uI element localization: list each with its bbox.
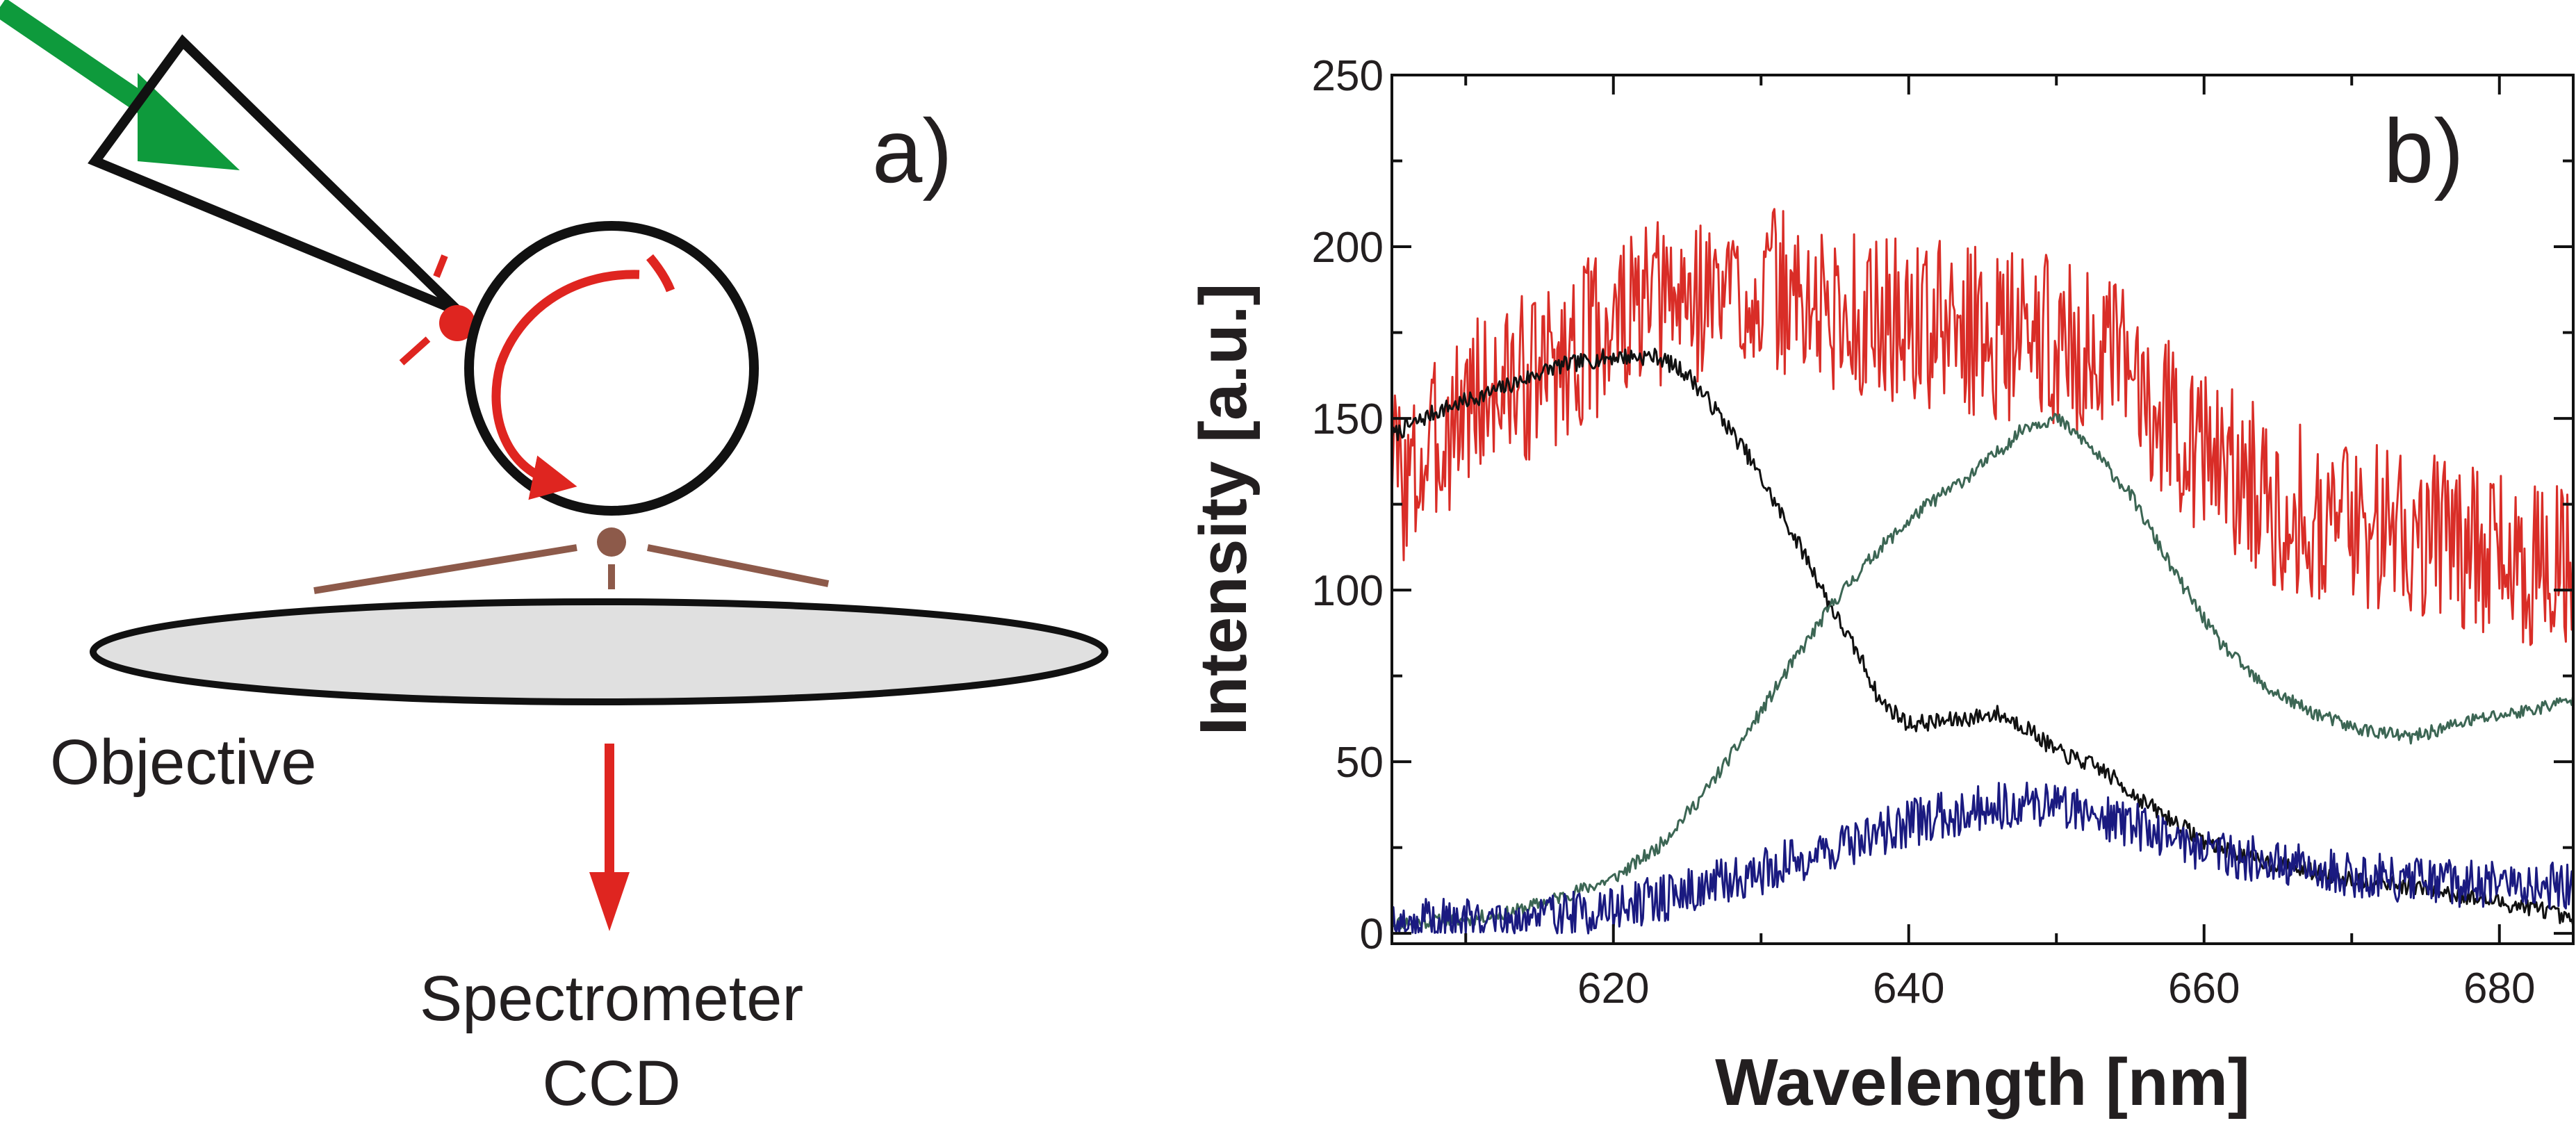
ticks-layer: 0 50 100 150 200 250 620 640 660 680 xyxy=(1312,52,2573,1013)
y-tick-label: 0 xyxy=(1360,910,1384,958)
panel-b-chart: 0 50 100 150 200 250 620 640 660 680 b) Wavelengt… xyxy=(1186,52,2575,1120)
y-tick-label: 100 xyxy=(1312,567,1384,615)
y-axis-title: Intensity [a.u.] xyxy=(1186,284,1261,736)
scattered-emission-icon xyxy=(313,544,829,594)
detector-label-line1: Spectrometer xyxy=(420,963,803,1034)
x-tick-label: 680 xyxy=(2463,965,2535,1013)
panel-a-label: a) xyxy=(872,100,953,202)
y-tick-label: 200 xyxy=(1312,224,1384,272)
panel-b-label: b) xyxy=(2384,100,2464,202)
plot-frame xyxy=(1390,74,2575,945)
x-axis-title: Wavelength [nm] xyxy=(1715,1045,2250,1120)
y-tick-label: 250 xyxy=(1312,52,1384,100)
objective-lens-icon xyxy=(90,598,1108,705)
x-tick-label: 660 xyxy=(2168,965,2240,1013)
series-layer xyxy=(1392,208,2573,935)
y-tick-label: 50 xyxy=(1336,739,1384,787)
scatterer-dot-icon xyxy=(597,527,626,557)
spectrum-series-line xyxy=(1392,208,2573,646)
scattering-point-icon xyxy=(439,305,475,341)
spectrum-series-line xyxy=(1392,347,2573,927)
scatter-spark-icon xyxy=(399,254,448,366)
detector-label-line2: CCD xyxy=(542,1048,680,1119)
output-arrow-icon xyxy=(589,744,630,931)
circulating-light-arrow-icon xyxy=(646,254,675,293)
x-tick-label: 620 xyxy=(1577,965,1649,1013)
spectrum-series-line xyxy=(1392,781,2573,935)
microsphere-icon xyxy=(464,221,759,516)
panel-a-schematic: a) Objective Spectrometer CCD xyxy=(0,0,1108,1119)
pump-arrow-icon xyxy=(0,0,240,170)
y-tick-label: 150 xyxy=(1312,395,1384,443)
spectrum-series-line xyxy=(1392,413,2573,930)
circulating-light-arrow-icon xyxy=(491,270,640,500)
x-tick-label: 640 xyxy=(1873,965,1944,1013)
fiber-tip-icon xyxy=(88,34,462,316)
objective-label: Objective xyxy=(50,727,317,798)
